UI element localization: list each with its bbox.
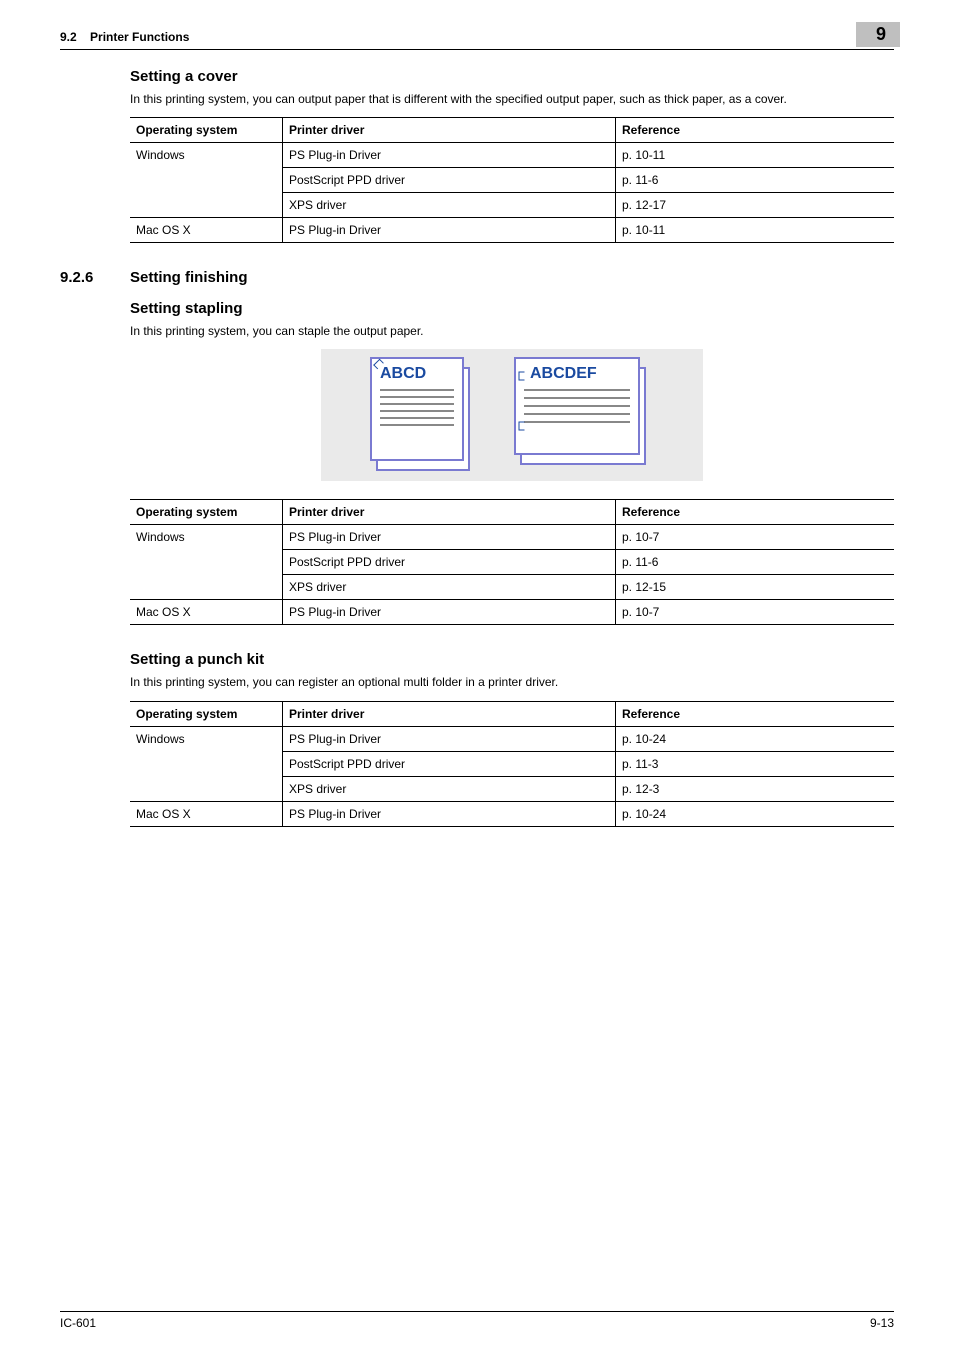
- stapling-heading: Setting stapling: [130, 300, 894, 317]
- header-section-num: 9.2: [60, 30, 77, 44]
- cell-driver: XPS driver: [283, 776, 616, 801]
- doc-label-right: ABCDEF: [530, 365, 630, 383]
- footer-left: IC-601: [60, 1316, 96, 1330]
- punch-tbody: WindowsPS Plug-in Driverp. 10-24PostScri…: [130, 726, 894, 826]
- staple-icon: [519, 422, 525, 431]
- cell-os: Mac OS X: [130, 218, 283, 243]
- cell-os: Windows: [130, 525, 283, 600]
- cell-driver: XPS driver: [283, 193, 616, 218]
- cover-heading: Setting a cover: [130, 68, 894, 85]
- doc-line: [524, 413, 630, 415]
- punch-paragraph: In this printing system, you can registe…: [130, 674, 894, 690]
- finishing-sec-title: Setting finishing: [130, 269, 248, 286]
- stapled-doc-landscape: ABCDEF: [514, 357, 654, 475]
- cell-ref: p. 10-24: [616, 726, 895, 751]
- stapling-th-ref: Reference: [616, 500, 895, 525]
- cell-ref: p. 10-11: [616, 218, 895, 243]
- cover-th-os: Operating system: [130, 118, 283, 143]
- doc-line: [380, 389, 454, 391]
- cell-ref: p. 12-3: [616, 776, 895, 801]
- cell-ref: p. 12-15: [616, 575, 895, 600]
- stapling-tbody: WindowsPS Plug-in Driverp. 10-7PostScrip…: [130, 525, 894, 625]
- page-footer: IC-601 9-13: [60, 1311, 894, 1330]
- punch-th-os: Operating system: [130, 701, 283, 726]
- cell-ref: p. 10-7: [616, 600, 895, 625]
- cover-th-ref: Reference: [616, 118, 895, 143]
- doc-line: [380, 424, 454, 426]
- sheet-front: ABCD: [370, 357, 464, 461]
- stapling-table: Operating system Printer driver Referenc…: [130, 499, 894, 625]
- finishing-sec-number: 9.2.6: [60, 269, 102, 286]
- cell-driver: PostScript PPD driver: [283, 168, 616, 193]
- cell-ref: p. 10-7: [616, 525, 895, 550]
- doc-line: [380, 403, 454, 405]
- punch-heading: Setting a punch kit: [130, 651, 894, 668]
- cell-os: Mac OS X: [130, 600, 283, 625]
- cell-os: Windows: [130, 143, 283, 218]
- page-header: 9.2 Printer Functions 9: [60, 30, 894, 50]
- cell-ref: p. 11-3: [616, 751, 895, 776]
- cell-os: Windows: [130, 726, 283, 801]
- doc-line: [380, 417, 454, 419]
- page: 9.2 Printer Functions 9 Setting a cover …: [0, 0, 954, 1350]
- chapter-badge: 9: [856, 22, 900, 47]
- cover-th-driver: Printer driver: [283, 118, 616, 143]
- cell-driver: PS Plug-in Driver: [283, 218, 616, 243]
- stapled-doc-portrait: ABCD: [370, 357, 480, 475]
- doc-line: [524, 397, 630, 399]
- table-row: WindowsPS Plug-in Driverp. 10-24: [130, 726, 894, 751]
- cover-paragraph: In this printing system, you can output …: [130, 91, 894, 107]
- cell-ref: p. 12-17: [616, 193, 895, 218]
- stapling-paragraph: In this printing system, you can staple …: [130, 323, 894, 339]
- punch-th-ref: Reference: [616, 701, 895, 726]
- cell-driver: PS Plug-in Driver: [283, 801, 616, 826]
- cover-table: Operating system Printer driver Referenc…: [130, 117, 894, 243]
- table-row: WindowsPS Plug-in Driverp. 10-7: [130, 525, 894, 550]
- table-row: Mac OS XPS Plug-in Driverp. 10-24: [130, 801, 894, 826]
- cell-driver: PostScript PPD driver: [283, 751, 616, 776]
- content-area: Setting a cover In this printing system,…: [60, 50, 894, 1311]
- finishing-heading-row: 9.2.6 Setting finishing: [60, 269, 894, 286]
- cell-driver: PS Plug-in Driver: [283, 143, 616, 168]
- stapling-illustration: ABCD ABCDEF: [321, 349, 703, 481]
- cell-ref: p. 10-11: [616, 143, 895, 168]
- table-row: Mac OS XPS Plug-in Driverp. 10-7: [130, 600, 894, 625]
- table-row: Mac OS XPS Plug-in Driverp. 10-11: [130, 218, 894, 243]
- doc-line: [524, 421, 630, 423]
- doc-line: [524, 405, 630, 407]
- cell-driver: PostScript PPD driver: [283, 550, 616, 575]
- cell-driver: PS Plug-in Driver: [283, 525, 616, 550]
- footer-right: 9-13: [870, 1316, 894, 1330]
- cell-ref: p. 11-6: [616, 550, 895, 575]
- header-section-title: Printer Functions: [90, 30, 189, 44]
- cell-driver: PS Plug-in Driver: [283, 600, 616, 625]
- doc-line: [380, 396, 454, 398]
- cell-driver: PS Plug-in Driver: [283, 726, 616, 751]
- stapling-th-os: Operating system: [130, 500, 283, 525]
- doc-line: [524, 389, 630, 391]
- cover-tbody: WindowsPS Plug-in Driverp. 10-11PostScri…: [130, 143, 894, 243]
- header-left: 9.2 Printer Functions: [60, 30, 189, 44]
- punch-table: Operating system Printer driver Referenc…: [130, 701, 894, 827]
- cell-ref: p. 11-6: [616, 168, 895, 193]
- sheet-front: ABCDEF: [514, 357, 640, 455]
- punch-th-driver: Printer driver: [283, 701, 616, 726]
- stapling-th-driver: Printer driver: [283, 500, 616, 525]
- cell-ref: p. 10-24: [616, 801, 895, 826]
- cell-driver: XPS driver: [283, 575, 616, 600]
- doc-label-left: ABCD: [380, 365, 454, 383]
- cell-os: Mac OS X: [130, 801, 283, 826]
- doc-line: [380, 410, 454, 412]
- staple-icon: [519, 372, 525, 381]
- table-row: WindowsPS Plug-in Driverp. 10-11: [130, 143, 894, 168]
